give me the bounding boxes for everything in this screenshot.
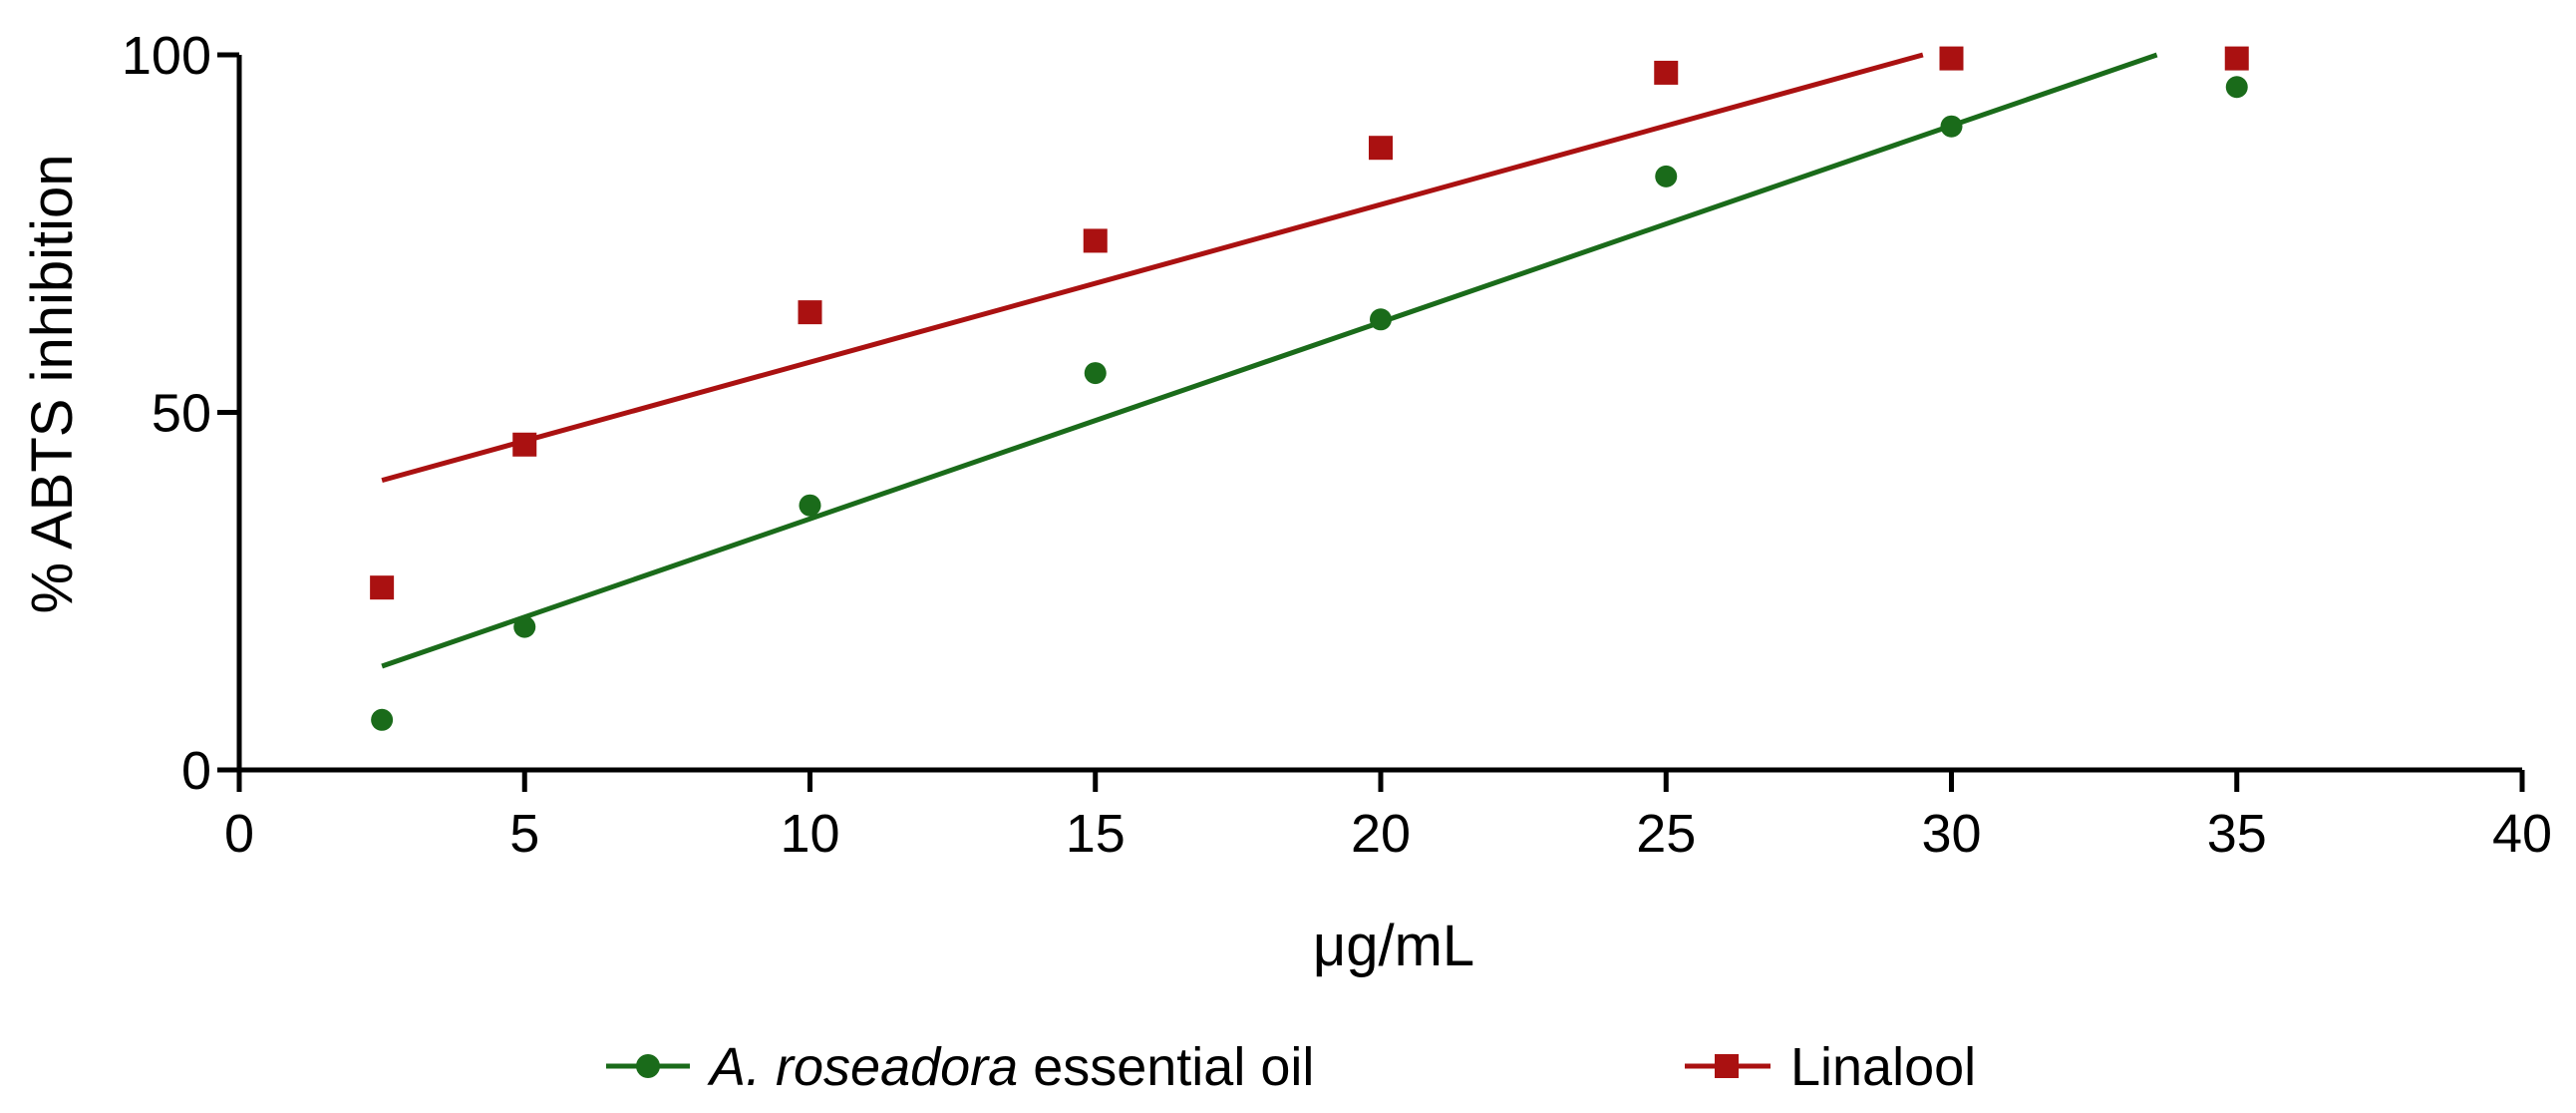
x-tick-label: 20 xyxy=(1351,804,1411,864)
fit-line-linalool xyxy=(381,52,1924,484)
point-linalool xyxy=(1083,228,1108,253)
fit-line-essential-oil xyxy=(381,52,2158,669)
point-essential-oil xyxy=(1940,115,1963,138)
x-tick-label: 15 xyxy=(1066,804,1126,864)
y-axis-title: % ABTS inhibition xyxy=(20,154,85,613)
legend-item-essential-oil: A. roseadora essential oil xyxy=(606,1037,1314,1097)
point-essential-oil xyxy=(799,494,821,517)
legend-marker-linalool xyxy=(1715,1054,1739,1078)
point-linalool xyxy=(370,575,395,600)
x-tick-label: 5 xyxy=(509,804,539,864)
point-essential-oil xyxy=(513,615,536,638)
y-tick-label: 0 xyxy=(181,741,211,801)
point-essential-oil xyxy=(1084,362,1107,385)
axis-labels: μg/mL % ABTS inhibition xyxy=(20,154,1474,978)
point-essential-oil xyxy=(2225,76,2248,99)
legend-label-linalool: Linalool xyxy=(1790,1037,1976,1097)
legend: A. roseadora essential oil Linalool xyxy=(606,1037,1976,1097)
x-tick-label: 10 xyxy=(780,804,839,864)
x-tick-label: 0 xyxy=(224,804,254,864)
legend-label-essential-oil: A. roseadora essential oil xyxy=(707,1037,1314,1097)
point-linalool xyxy=(1654,60,1679,85)
fit-lines xyxy=(381,52,2158,669)
point-linalool xyxy=(1939,46,1964,71)
point-linalool xyxy=(2224,46,2249,71)
x-tick-label: 35 xyxy=(2207,804,2267,864)
legend-label-italic: A. roseadora xyxy=(707,1037,1018,1097)
axes: 0 5 10 15 20 25 30 35 40 0 50 100 xyxy=(122,26,2552,864)
point-linalool xyxy=(798,300,822,325)
x-tick-label: 40 xyxy=(2492,804,2552,864)
legend-marker-essential-oil xyxy=(636,1054,660,1078)
point-linalool xyxy=(1369,136,1393,161)
y-tick-label: 50 xyxy=(152,384,211,444)
point-linalool xyxy=(512,432,537,457)
data-points xyxy=(370,46,2249,731)
x-tick-label: 30 xyxy=(1921,804,1981,864)
y-tick-label: 100 xyxy=(122,26,211,86)
x-axis-title: μg/mL xyxy=(1313,914,1474,978)
point-essential-oil xyxy=(1370,308,1392,331)
x-tick-label: 25 xyxy=(1636,804,1696,864)
legend-item-linalool: Linalool xyxy=(1685,1037,1976,1097)
legend-label-rest: essential oil xyxy=(1018,1037,1314,1097)
point-essential-oil xyxy=(1655,165,1678,187)
point-essential-oil xyxy=(371,708,394,731)
